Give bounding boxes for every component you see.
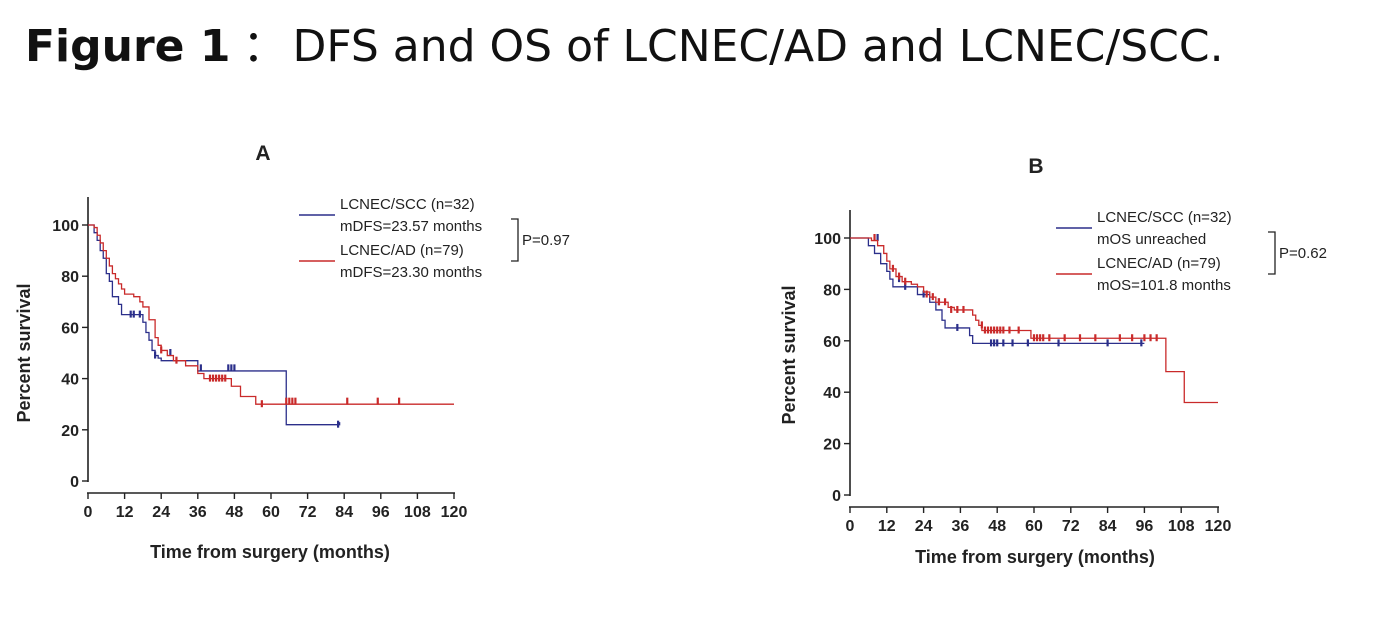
x-tick-label: 60: [262, 504, 280, 521]
y-tick-label: 80: [61, 269, 79, 286]
x-tick-label: 96: [372, 504, 390, 521]
x-tick-label: 24: [915, 518, 933, 535]
pvalue-bracket: [1268, 231, 1276, 275]
x-tick-label: 72: [1062, 518, 1080, 535]
x-tick-label: 0: [846, 518, 855, 535]
y-tick-label: 80: [823, 282, 841, 299]
legend-label: LCNEC/AD (n=79): [340, 242, 464, 259]
legend-label: LCNEC/SCC (n=32): [1097, 209, 1232, 226]
y-tick-label: 60: [823, 334, 841, 351]
pvalue-label: P=0.97: [522, 232, 570, 249]
legend-label: LCNEC/SCC (n=32): [340, 196, 475, 213]
figure-number: Figure 1: [25, 21, 231, 72]
legend-sublabel: mDFS=23.30 months: [340, 264, 482, 281]
y-tick-label: 20: [823, 437, 841, 454]
plot-area: 0 20 40 60 80 100 0 12 24 36 48 60 72 84 96 108 120 LCNEC…: [814, 209, 1327, 535]
y-tick-label: 20: [61, 423, 79, 440]
y-tick-label: 60: [61, 320, 79, 337]
x-tick-label: 0: [84, 504, 93, 521]
survival-curve-lcnec-scc: [88, 224, 341, 426]
y-tick-label: 40: [61, 372, 79, 389]
legend-sublabel: mOS=101.8 months: [1097, 277, 1231, 294]
y-tick-label: 100: [52, 218, 79, 235]
survival-curve-lcnec-ad: [850, 237, 1218, 404]
panel-label: B: [1028, 155, 1043, 178]
x-tick-label: 84: [1099, 518, 1117, 535]
x-tick-label: 60: [1025, 518, 1043, 535]
panel-label: A: [255, 142, 270, 165]
x-tick-label: 24: [152, 504, 170, 521]
legend-label: LCNEC/AD (n=79): [1097, 255, 1221, 272]
pvalue-label: P=0.62: [1279, 245, 1327, 262]
x-tick-label: 36: [189, 504, 207, 521]
x-tick-label: 96: [1136, 518, 1154, 535]
dfs-chart-panel: A Time from surgery (months) Percent sur…: [14, 142, 570, 562]
y-tick-label: 0: [70, 474, 79, 491]
x-tick-label: 84: [335, 504, 353, 521]
y-axis-title: Percent survival: [14, 283, 34, 422]
y-tick-label: 0: [832, 488, 841, 505]
plot-area: 0 20 40 60 80 100 0 12 24 36 48 60 72 84 96 108 120 LCNEC…: [52, 196, 570, 521]
y-tick-label: 100: [814, 231, 841, 248]
survival-curve-lcnec-ad: [88, 224, 454, 405]
x-tick-label: 120: [441, 504, 468, 521]
x-tick-label: 36: [952, 518, 970, 535]
x-axis-title: Time from surgery (months): [915, 547, 1155, 567]
figure-title: Figure 1： DFS and OS of LCNEC/AD and LCNE…: [25, 10, 1224, 74]
x-tick-label: 12: [116, 504, 134, 521]
os-chart-panel: B Time from surgery (months) Percent sur…: [779, 155, 1327, 567]
x-tick-label: 108: [1168, 518, 1195, 535]
x-axis-title: Time from surgery (months): [150, 542, 390, 562]
x-tick-label: 108: [404, 504, 431, 521]
legend-sublabel: mOS unreached: [1097, 231, 1206, 248]
x-tick-label: 48: [226, 504, 244, 521]
survival-curve-lcnec-scc: [850, 237, 1145, 345]
figure-title-separator: ：: [242, 21, 287, 72]
pvalue-bracket: [511, 218, 519, 262]
x-tick-label: 120: [1205, 518, 1232, 535]
legend-sublabel: mDFS=23.57 months: [340, 218, 482, 235]
figure-title-text: DFS and OS of LCNEC/AD and LCNEC/SCC.: [292, 21, 1224, 72]
y-tick-label: 40: [823, 385, 841, 402]
x-tick-label: 12: [878, 518, 896, 535]
y-axis-title: Percent survival: [779, 285, 799, 424]
x-tick-label: 72: [299, 504, 317, 521]
x-tick-label: 48: [988, 518, 1006, 535]
